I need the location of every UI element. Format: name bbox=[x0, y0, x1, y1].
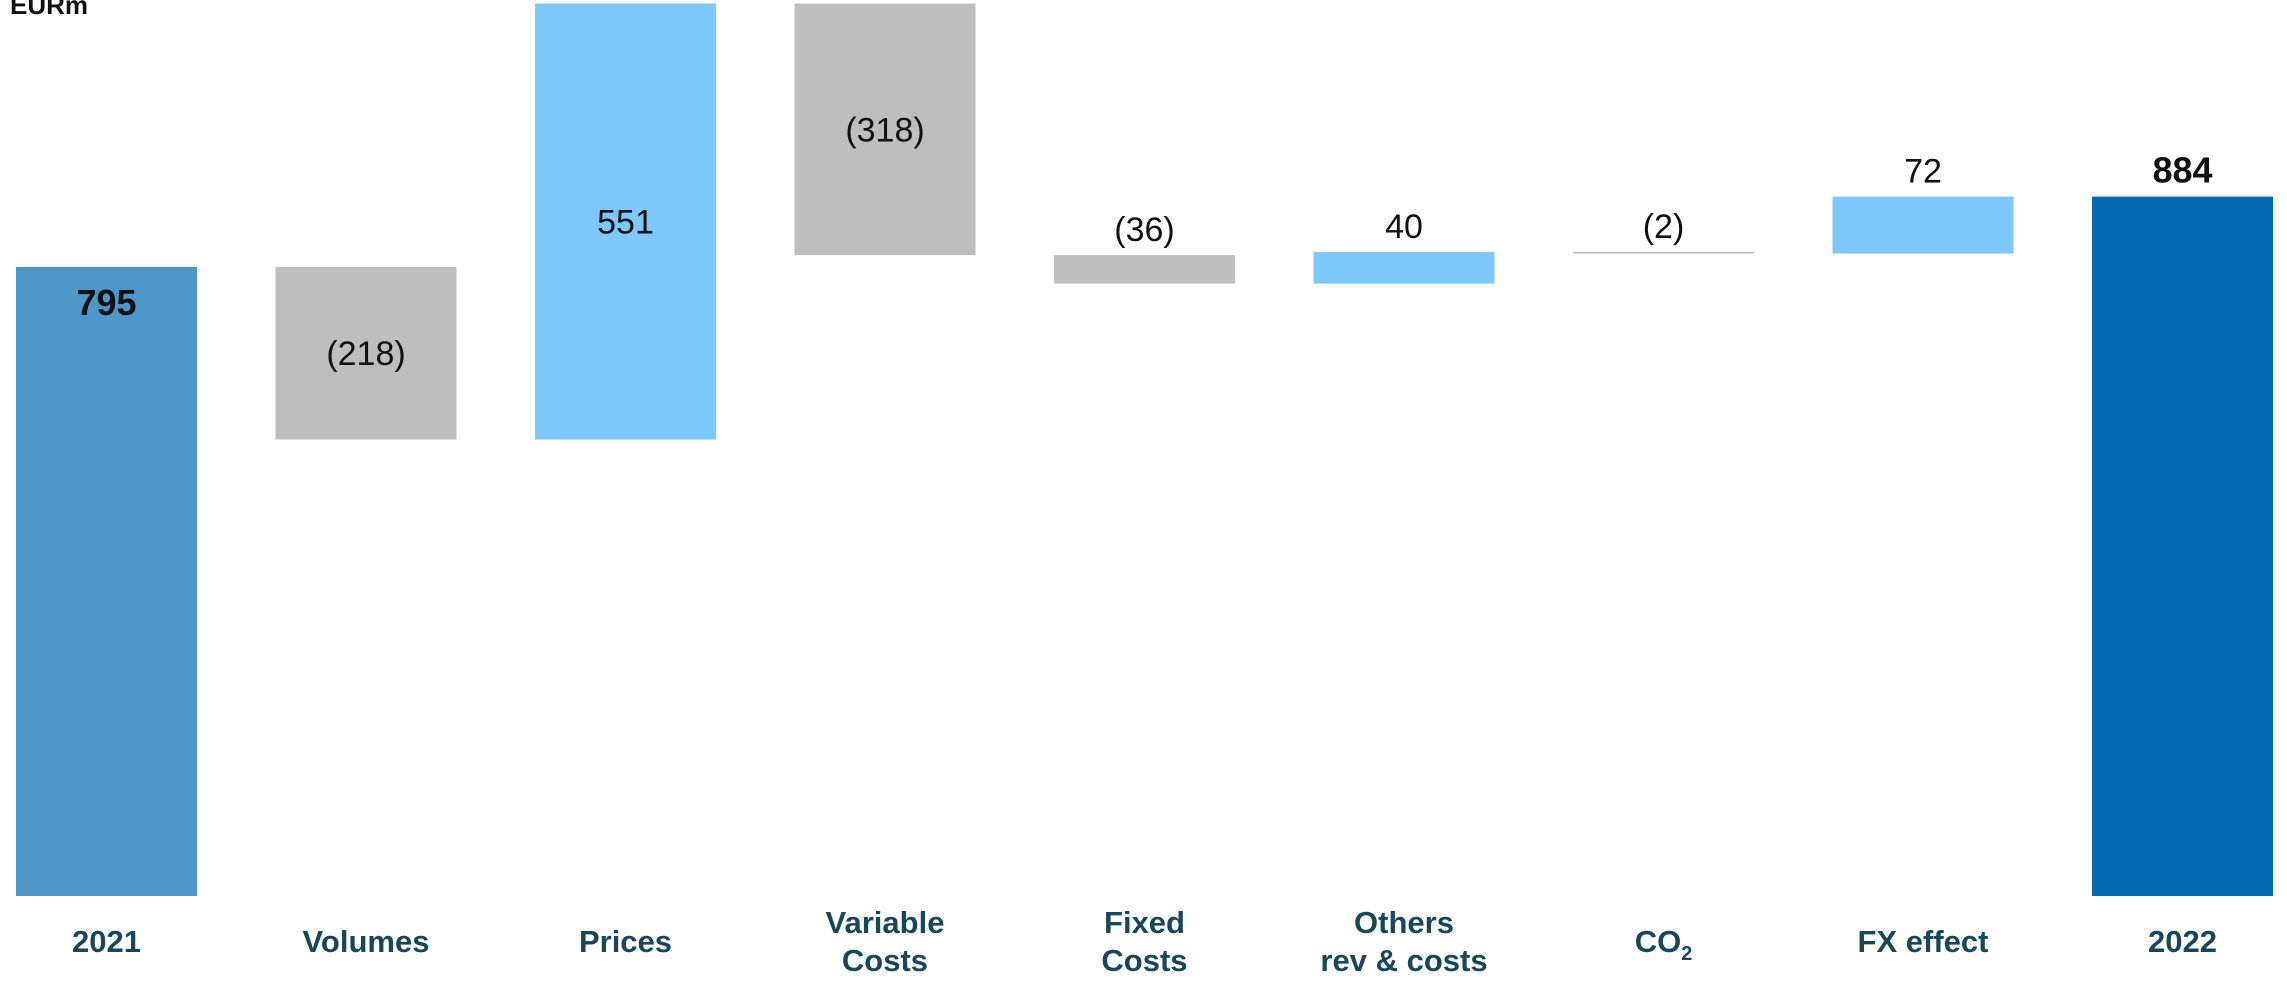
category-label: CO2 bbox=[1635, 924, 1693, 965]
category-label: FX effect bbox=[1858, 924, 1989, 959]
bar-2022 bbox=[2092, 196, 2273, 897]
bar-2021 bbox=[16, 267, 197, 896]
value-label: (318) bbox=[845, 111, 924, 149]
category-label: Prices bbox=[579, 924, 672, 959]
bar-prices bbox=[535, 3, 716, 440]
category-label: Fixed bbox=[1104, 905, 1185, 940]
category-label: Volumes bbox=[303, 924, 430, 959]
value-label: 72 bbox=[1904, 153, 1942, 191]
bar-volumes bbox=[275, 267, 457, 440]
value-label: (2) bbox=[1643, 208, 1685, 246]
value-label: 884 bbox=[2152, 150, 2212, 191]
unit-label: EURm bbox=[10, 0, 89, 20]
category-label: 2021 bbox=[72, 924, 141, 959]
bar-co2 bbox=[1573, 251, 1754, 254]
category-label: 2022 bbox=[2148, 924, 2217, 959]
value-label: (218) bbox=[326, 335, 405, 373]
category-label: rev & costs bbox=[1320, 943, 1487, 978]
category-label: Variable bbox=[826, 905, 945, 940]
category-label: Costs bbox=[1101, 943, 1187, 978]
value-label: (36) bbox=[1114, 211, 1174, 249]
bar-fx-effect bbox=[1832, 196, 2014, 254]
category-label: Others bbox=[1354, 905, 1454, 940]
bar-fixed-costs bbox=[1054, 255, 1235, 284]
category-label: Costs bbox=[842, 943, 928, 978]
value-label: 551 bbox=[597, 204, 654, 242]
bar-others-rev-costs bbox=[1313, 251, 1495, 284]
bar-variable-costs bbox=[794, 3, 976, 256]
value-label: 40 bbox=[1385, 208, 1423, 246]
value-label: 795 bbox=[76, 282, 136, 323]
